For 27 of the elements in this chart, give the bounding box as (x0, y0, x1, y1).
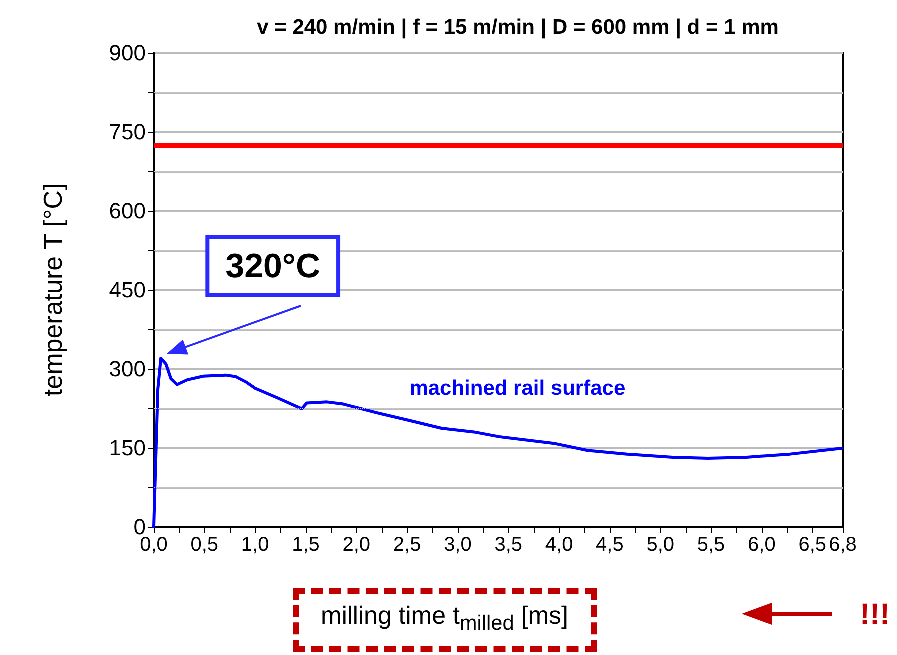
y-tick-label: 600 (109, 198, 146, 224)
x-tick-label: 3,0 (444, 534, 472, 556)
x-tick-label: 1,0 (241, 534, 270, 556)
x-tick-label: 5,0 (646, 534, 675, 556)
x-axis-title: milling time t$_{milled}$ [ms] (293, 588, 596, 652)
x-tick-label: 0,0 (140, 534, 168, 556)
x-tick-label: 1,5 (292, 534, 320, 556)
y-tick-label: 900 (109, 40, 146, 66)
x-tick-label: 6,8 (829, 534, 857, 556)
x-tick-label: 6,0 (748, 534, 776, 556)
x-tick-label: 3,5 (494, 534, 523, 556)
x-tick-label: 0,5 (190, 534, 219, 556)
y-tick-label: 300 (109, 356, 146, 382)
y-tick-label: 450 (109, 278, 146, 302)
x-tick-label: 4,0 (545, 534, 574, 556)
x-tick-label: 6,5 (798, 534, 827, 556)
x-tick-label: 2,0 (342, 534, 371, 556)
y-tick-label: 750 (109, 120, 146, 144)
x-tick-label: 2,5 (393, 534, 422, 556)
y-tick-label: 150 (109, 436, 146, 460)
x-tick-label: 4,5 (596, 534, 624, 556)
text: !!! (860, 598, 890, 632)
y-axis-title: temperature T [°C] (38, 183, 68, 397)
chart-title: v = 240 m/min | f = 15 m/min | D = 600 mm | d = 1 mm (257, 16, 779, 39)
series-label: machined rail surface (410, 377, 626, 400)
annotation: 320°C (226, 247, 321, 286)
x-tick-label: 5,5 (697, 534, 726, 556)
